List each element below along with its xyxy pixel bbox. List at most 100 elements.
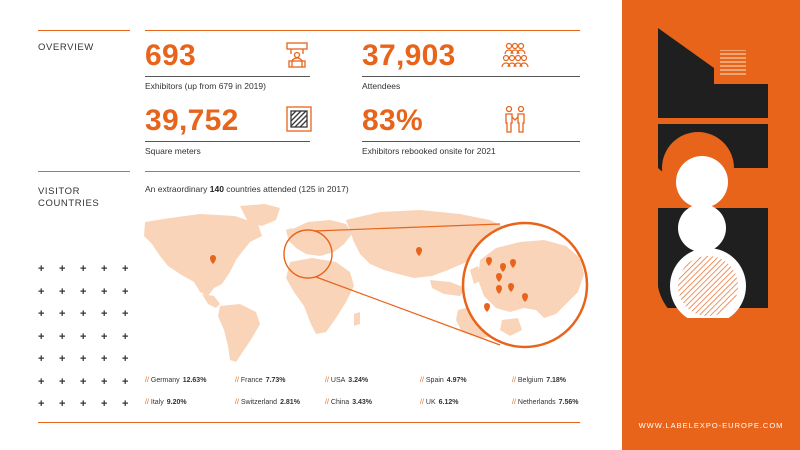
country-name: Germany [150, 377, 180, 384]
pin-spain [484, 303, 490, 312]
country-stat-china: //China 3.43% [325, 399, 372, 406]
stat-underline [362, 141, 580, 142]
country-percent: 4.97% [446, 377, 467, 384]
stat-value: 37,903 [362, 39, 456, 72]
plus-mark: + [122, 375, 129, 388]
stat-caption: Attendees [362, 81, 401, 91]
stats-top-rule [145, 30, 580, 31]
people-group-icon [501, 42, 529, 68]
separator: // [420, 377, 424, 384]
plus-mark: + [38, 353, 45, 365]
plus-mark: + [101, 285, 108, 298]
separator: // [145, 377, 149, 384]
africa [286, 258, 354, 334]
plus-mark: + [101, 308, 108, 320]
plus-mark: + [59, 398, 66, 410]
pin-germany [510, 259, 516, 268]
plus-mark: + [80, 263, 87, 275]
central-america [202, 294, 220, 308]
north-america [144, 214, 262, 296]
plus-mark: + [80, 285, 87, 298]
pin-belgium [496, 273, 502, 282]
country-name: China [330, 399, 350, 406]
stat-value: 83% [362, 104, 423, 137]
plus-mark: + [38, 375, 45, 388]
zoom-connector-top [313, 223, 501, 232]
visitors-top-rule-left [38, 171, 130, 172]
madagascar [354, 312, 360, 326]
pin-usa [210, 255, 216, 264]
exhibitor-stand-icon [286, 42, 308, 68]
stat-underline [145, 76, 310, 77]
overview-label: OVERVIEW [38, 42, 94, 53]
stat-value: 693 [145, 39, 196, 72]
greenland [240, 204, 280, 226]
plus-mark: + [122, 308, 129, 320]
website-url[interactable]: WWW.LABELEXPO-EUROPE.COM [638, 421, 784, 430]
plus-mark: + [59, 375, 66, 388]
brand-panel: WWW.LABELEXPO-EUROPE.COM [622, 0, 800, 450]
country-name: France [240, 377, 263, 384]
country-name: Italy [150, 399, 164, 406]
pin-france [496, 285, 502, 294]
country-stat-spain: //Spain 4.97% [420, 377, 467, 384]
separator: // [235, 399, 239, 406]
plus-mark: + [101, 263, 108, 275]
stat-caption: Exhibitors rebooked onsite for 2021 [362, 146, 496, 156]
pin-netherlands [500, 263, 506, 272]
plus-mark: + [38, 308, 45, 320]
visitor-label-line1: VISITOR [38, 186, 81, 197]
country-stat-uk: //UK 6.12% [420, 399, 458, 406]
country-stat-germany: //Germany 12.63% [145, 377, 206, 384]
separator: // [325, 399, 329, 406]
stat-caption: Square meters [145, 146, 201, 156]
country-percent: 7.73% [265, 377, 286, 384]
plus-mark: + [101, 330, 108, 343]
separator: // [512, 399, 516, 406]
country-percent: 6.12% [438, 399, 459, 406]
country-count: 140 [209, 184, 224, 194]
europe-highlight-ring [283, 229, 333, 279]
europe [288, 220, 352, 256]
separator: // [145, 399, 149, 406]
plus-mark: + [122, 353, 129, 365]
country-percent: 7.18% [546, 377, 567, 384]
black-block [658, 28, 768, 118]
plus-mark: + [38, 263, 45, 275]
stat-exhibitors: 693 Exhibitors (up from 679 in 2019) [145, 40, 310, 91]
pin-switzerland [508, 283, 514, 292]
separator: // [325, 377, 329, 384]
separator: // [512, 377, 516, 384]
asia [346, 210, 506, 278]
europe-zoom-pins [484, 257, 528, 312]
continents [144, 204, 524, 362]
stat-caption: Exhibitors (up from 679 in 2019) [145, 81, 266, 91]
country-stat-france: //France 7.73% [235, 377, 286, 384]
world-pins [210, 247, 422, 264]
country-stat-usa: //USA 3.24% [325, 377, 368, 384]
handshake-people-icon [505, 105, 525, 133]
pin-uk [486, 257, 492, 266]
country-stat-switzerland: //Switzerland 2.81% [235, 399, 300, 406]
orange-arc-bottom [658, 268, 678, 318]
stat-value: 39,752 [145, 104, 239, 137]
zoom-connector-bottom [315, 276, 501, 346]
plus-mark: + [80, 308, 87, 320]
country-stat-italy: //Italy 9.20% [145, 399, 187, 406]
plus-mark: + [80, 353, 87, 365]
country-name: Netherlands [517, 399, 556, 406]
hatched-circle [678, 256, 738, 316]
country-percent: 12.63% [182, 377, 207, 384]
world-map [144, 204, 589, 362]
plus-mark: + [59, 330, 66, 343]
country-name: UK [425, 399, 436, 406]
plus-mark: + [38, 398, 45, 410]
country-stat-belgium: //Belgium 7.18% [512, 377, 566, 384]
country-stat-netherlands: //Netherlands 7.56% [512, 399, 579, 406]
plus-mark: + [38, 330, 45, 343]
separator: // [235, 377, 239, 384]
plus-mark: + [59, 353, 66, 365]
country-percent: 7.56% [558, 399, 579, 406]
separator: // [420, 399, 424, 406]
brand-graphic [658, 28, 768, 318]
